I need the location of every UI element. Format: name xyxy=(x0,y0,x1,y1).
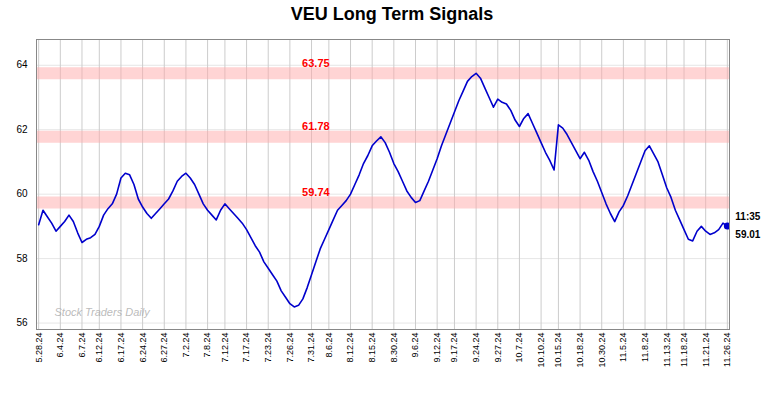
svg-text:7.8.24: 7.8.24 xyxy=(202,333,212,358)
svg-text:11.21.24: 11.21.24 xyxy=(701,333,711,367)
svg-text:6.27.24: 6.27.24 xyxy=(159,333,169,363)
svg-text:8.6.24: 8.6.24 xyxy=(324,333,334,358)
svg-text:9.12.24: 9.12.24 xyxy=(432,333,442,363)
svg-text:11.5.24: 11.5.24 xyxy=(618,333,628,362)
svg-text:7.12.24: 7.12.24 xyxy=(220,333,230,363)
svg-text:63.75: 63.75 xyxy=(302,57,330,69)
svg-text:11:35: 11:35 xyxy=(735,211,760,222)
svg-text:6.4.24: 6.4.24 xyxy=(55,333,65,358)
svg-text:64: 64 xyxy=(16,59,28,70)
svg-text:56: 56 xyxy=(16,317,28,328)
svg-text:11.8.24: 11.8.24 xyxy=(640,333,650,362)
svg-text:11.18.24: 11.18.24 xyxy=(679,333,689,367)
svg-text:10.10.24: 10.10.24 xyxy=(536,333,546,368)
svg-text:60: 60 xyxy=(16,188,28,199)
svg-text:5.28.24: 5.28.24 xyxy=(34,333,44,363)
svg-text:62: 62 xyxy=(16,124,28,135)
svg-text:10.7.24: 10.7.24 xyxy=(514,333,524,363)
svg-text:7.2.24: 7.2.24 xyxy=(181,333,191,358)
svg-text:9.17.24: 9.17.24 xyxy=(449,333,459,363)
svg-text:6.12.24: 6.12.24 xyxy=(94,333,104,363)
html-text:VEU Long Term Signals: VEU Long Term Signals xyxy=(290,4,494,24)
svg-text:7.23.24: 7.23.24 xyxy=(263,333,273,363)
svg-text:8.15.24: 8.15.24 xyxy=(367,333,377,363)
svg-text:10.18.24: 10.18.24 xyxy=(575,333,585,368)
svg-text:11.26.24: 11.26.24 xyxy=(722,333,732,367)
svg-text:6.7.24: 6.7.24 xyxy=(77,333,87,358)
svg-text:6.17.24: 6.17.24 xyxy=(116,333,126,363)
svg-text:7.26.24: 7.26.24 xyxy=(285,333,295,363)
svg-text:59.01: 59.01 xyxy=(735,229,760,240)
svg-text:58: 58 xyxy=(16,253,28,264)
svg-text:Stock Traders Daily: Stock Traders Daily xyxy=(55,306,152,318)
svg-text:61.78: 61.78 xyxy=(302,120,330,132)
svg-text:11.13.24: 11.13.24 xyxy=(662,333,672,367)
svg-text:9.27.24: 9.27.24 xyxy=(493,333,503,363)
svg-text:7.31.24: 7.31.24 xyxy=(306,333,316,363)
svg-text:6.24.24: 6.24.24 xyxy=(137,333,147,363)
svg-text:8.12.24: 8.12.24 xyxy=(345,333,355,363)
svg-text:59.74: 59.74 xyxy=(302,186,330,198)
svg-text:7.17.24: 7.17.24 xyxy=(241,333,251,363)
svg-text:9.6.24: 9.6.24 xyxy=(410,333,420,358)
svg-text:9.24.24: 9.24.24 xyxy=(471,333,481,363)
svg-text:10.30.24: 10.30.24 xyxy=(597,333,607,368)
svg-text:10.15.24: 10.15.24 xyxy=(553,333,563,368)
svg-text:8.30.24: 8.30.24 xyxy=(389,333,399,363)
